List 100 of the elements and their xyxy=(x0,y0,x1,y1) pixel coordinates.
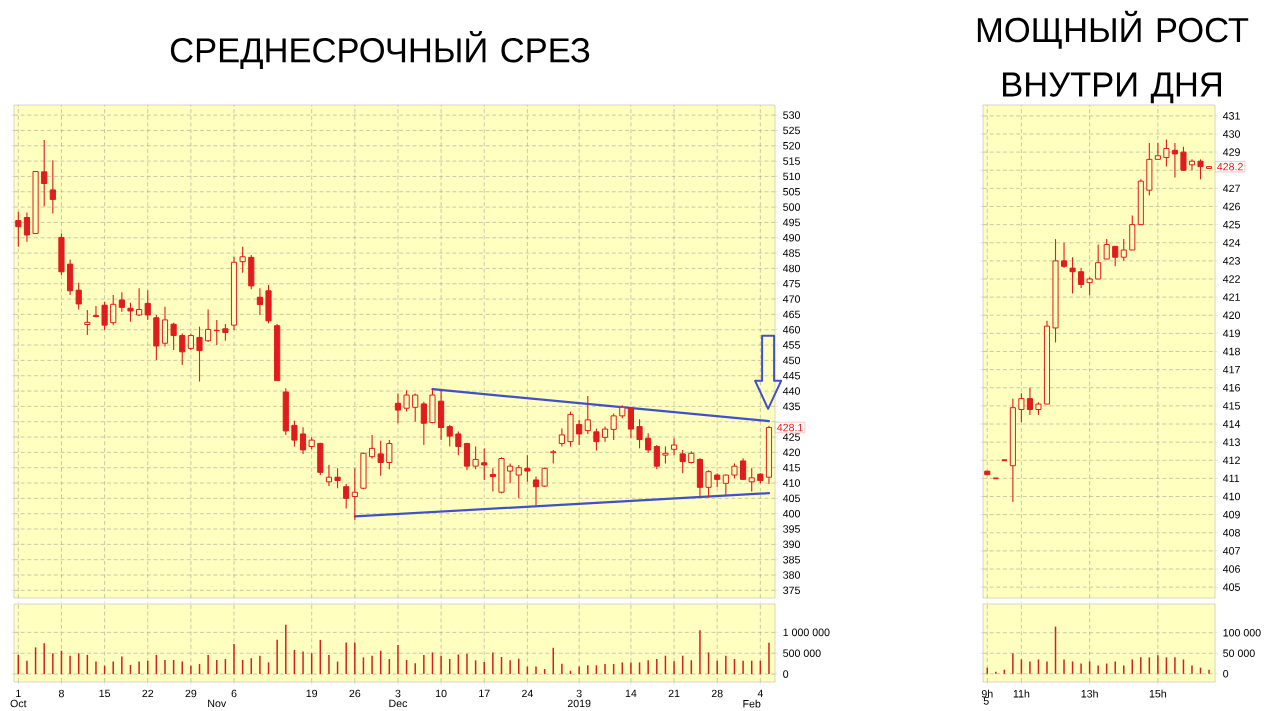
y-tick-label: 420 xyxy=(782,448,801,457)
candlestick xyxy=(196,326,203,383)
y-tick-label: 490 xyxy=(782,233,801,242)
y-tick-label: 525 xyxy=(783,126,800,135)
y-tick-label: 415 xyxy=(782,463,800,472)
y-tick-label: 460 xyxy=(782,325,801,334)
x-tick-label: 4 xyxy=(757,689,763,698)
y-tick-label: 500 000 xyxy=(783,649,821,657)
y-tick-label: 520 xyxy=(783,142,801,150)
candlestick xyxy=(161,306,169,348)
candlestick xyxy=(144,289,151,321)
candlestick xyxy=(377,440,384,477)
y-tick-label: 440 xyxy=(782,387,801,395)
candlestick xyxy=(334,467,341,489)
y-tick-label: 485 xyxy=(782,249,800,257)
candlestick xyxy=(412,392,419,423)
y-tick-label: 417 xyxy=(1222,365,1240,374)
candlestick xyxy=(584,395,591,435)
candlestick xyxy=(1095,244,1102,280)
x-tick-label: 19 xyxy=(306,689,318,698)
x-tick-label: 6 xyxy=(231,689,237,698)
y-tick-label: 465 xyxy=(782,310,800,319)
y-tick-label: 470 xyxy=(782,295,801,303)
y-tick-label: 424 xyxy=(1222,239,1241,247)
x-tick-label: 24 xyxy=(522,689,533,698)
y-tick-label: 410 xyxy=(782,479,801,487)
y-tick-label: 0 xyxy=(783,670,789,678)
x-tick-label: Oct xyxy=(10,699,27,708)
y-tick-label: 405 xyxy=(1222,583,1240,591)
y-tick-label: 50 000 xyxy=(1223,649,1255,658)
candlestick xyxy=(455,430,462,456)
x-tick-label: 26 xyxy=(349,689,361,698)
candlestick xyxy=(394,392,402,424)
y-tick-label: 414 xyxy=(1222,420,1241,428)
y-tick-label: 400 xyxy=(782,509,801,518)
x-tick-label: 29 xyxy=(185,689,197,698)
y-tick-label: 407 xyxy=(1222,547,1240,555)
x-tick-label: 15h xyxy=(1149,689,1167,698)
candlestick xyxy=(92,305,100,319)
candlestick xyxy=(351,467,358,521)
candlestick xyxy=(670,437,678,456)
y-tick-label: 450 xyxy=(782,356,801,365)
y-tick-label: 510 xyxy=(783,172,801,181)
candlestick xyxy=(23,212,31,243)
y-tick-label: 445 xyxy=(782,372,800,380)
candlestick xyxy=(170,322,177,351)
candlestick xyxy=(446,424,453,448)
candlestick xyxy=(1180,146,1187,171)
candlestick xyxy=(489,467,496,493)
candlestick xyxy=(239,246,246,274)
y-tick-label: 419 xyxy=(1222,329,1240,338)
y-tick-label: 422 xyxy=(1222,275,1240,283)
candlestick xyxy=(84,309,91,336)
text: 5 xyxy=(983,697,989,705)
candlestick xyxy=(1026,387,1033,416)
x-tick-label: 14 xyxy=(625,689,637,698)
y-tick-label: 530 xyxy=(783,111,801,119)
candlestick xyxy=(1171,142,1178,179)
candlestick xyxy=(118,291,125,313)
candlestick xyxy=(1078,267,1085,289)
candlestick xyxy=(49,159,56,215)
x-tick-label: Dec xyxy=(389,699,408,708)
candlestick xyxy=(481,447,488,481)
candlestick xyxy=(610,412,617,441)
y-tick-label: 412 xyxy=(1222,456,1240,464)
x-tick-label: 3 xyxy=(395,689,401,698)
candlestick xyxy=(1069,256,1076,295)
y-tick-label: 410 xyxy=(1222,492,1241,501)
y-tick-label: 431 xyxy=(1222,112,1240,120)
y-tick-label: 380 xyxy=(783,571,801,579)
candlestick xyxy=(205,308,212,343)
y-tick-label: 515 xyxy=(783,157,800,165)
x-tick-label: 3 xyxy=(576,689,582,698)
x-tick-label: 21 xyxy=(668,689,680,698)
candlestick xyxy=(1112,245,1119,267)
y-tick-label: 423 xyxy=(1222,257,1240,265)
y-tick-label: 425 xyxy=(1222,220,1240,229)
y-tick-label: 418 xyxy=(1222,347,1240,356)
y-tick-label: 416 xyxy=(1222,383,1240,392)
annotation: 428.2 xyxy=(1217,162,1243,171)
candlestick xyxy=(463,442,471,471)
candlestick xyxy=(15,211,22,248)
candlestick xyxy=(299,426,307,455)
x-tick-label: Nov xyxy=(208,699,227,708)
y-tick-label: 475 xyxy=(782,280,800,288)
candlestick xyxy=(136,287,143,317)
candlestick xyxy=(420,401,427,446)
chart-title: СРЕДНЕСРОЧНЫЙ СРЕЗ xyxy=(170,30,590,70)
y-tick-label: 390 xyxy=(783,540,801,549)
y-tick-label: 415 xyxy=(1222,402,1240,410)
candlestick xyxy=(740,457,747,481)
y-tick-label: 427 xyxy=(1222,184,1240,193)
x-tick-label: Feb xyxy=(743,699,761,708)
candlestick xyxy=(558,427,565,448)
y-tick-label: 406 xyxy=(1222,565,1240,573)
x-tick-label: 28 xyxy=(711,689,723,698)
candlestick xyxy=(1018,392,1025,423)
candlestick xyxy=(524,454,531,483)
y-tick-label: 455 xyxy=(782,341,800,349)
y-tick-label: 425 xyxy=(782,433,800,441)
